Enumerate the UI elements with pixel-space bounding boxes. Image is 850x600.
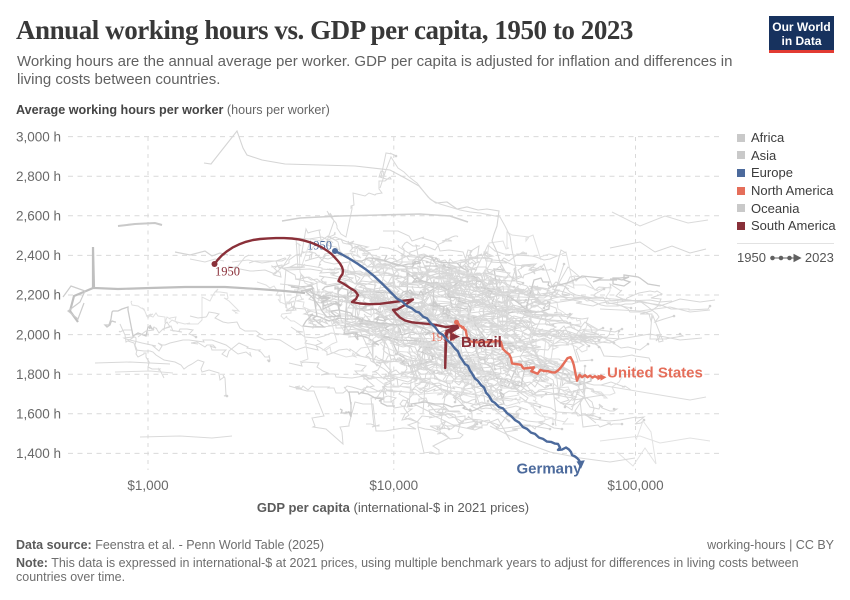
svg-text:1950: 1950 <box>215 265 240 279</box>
svg-text:$100,000: $100,000 <box>607 478 663 493</box>
svg-text:Germany: Germany <box>517 461 583 478</box>
svg-text:Brazil: Brazil <box>461 334 502 351</box>
svg-text:$1,000: $1,000 <box>127 478 168 493</box>
svg-text:GDP per capita (international-: GDP per capita (international-$ in 2021 … <box>257 500 529 515</box>
svg-text:2,200 h: 2,200 h <box>16 288 61 303</box>
svg-text:1,600 h: 1,600 h <box>16 407 61 422</box>
svg-text:3,000 h: 3,000 h <box>16 129 61 144</box>
svg-text:1,800 h: 1,800 h <box>16 367 61 382</box>
svg-text:United States: United States <box>607 365 703 382</box>
svg-text:$10,000: $10,000 <box>369 478 418 493</box>
svg-text:2,800 h: 2,800 h <box>16 169 61 184</box>
svg-text:1,400 h: 1,400 h <box>16 446 61 461</box>
svg-text:2,600 h: 2,600 h <box>16 209 61 224</box>
svg-text:2,400 h: 2,400 h <box>16 248 61 263</box>
svg-text:2,000 h: 2,000 h <box>16 327 61 342</box>
